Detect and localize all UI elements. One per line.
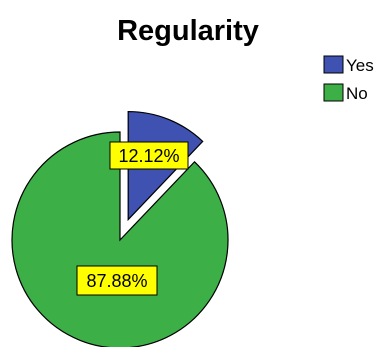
legend: Yes No (323, 55, 374, 103)
data-label-yes-box (109, 141, 189, 170)
data-label-no-text: 87.88% (86, 271, 147, 291)
legend-label-no: No (346, 84, 368, 103)
legend-item-yes: Yes (323, 55, 374, 75)
data-label-no: 87.88% (76, 265, 158, 296)
legend-item-no: No (323, 83, 368, 103)
legend-swatch-yes (323, 55, 344, 74)
data-label-no-box (76, 265, 158, 296)
chart-title: Regularity (117, 15, 259, 47)
legend-label-yes: Yes (346, 56, 374, 75)
data-label-yes: 12.12% (109, 141, 189, 170)
pie-slice-no (11, 131, 229, 347)
data-label-yes-text: 12.12% (118, 146, 179, 166)
legend-swatch-no (323, 83, 344, 102)
